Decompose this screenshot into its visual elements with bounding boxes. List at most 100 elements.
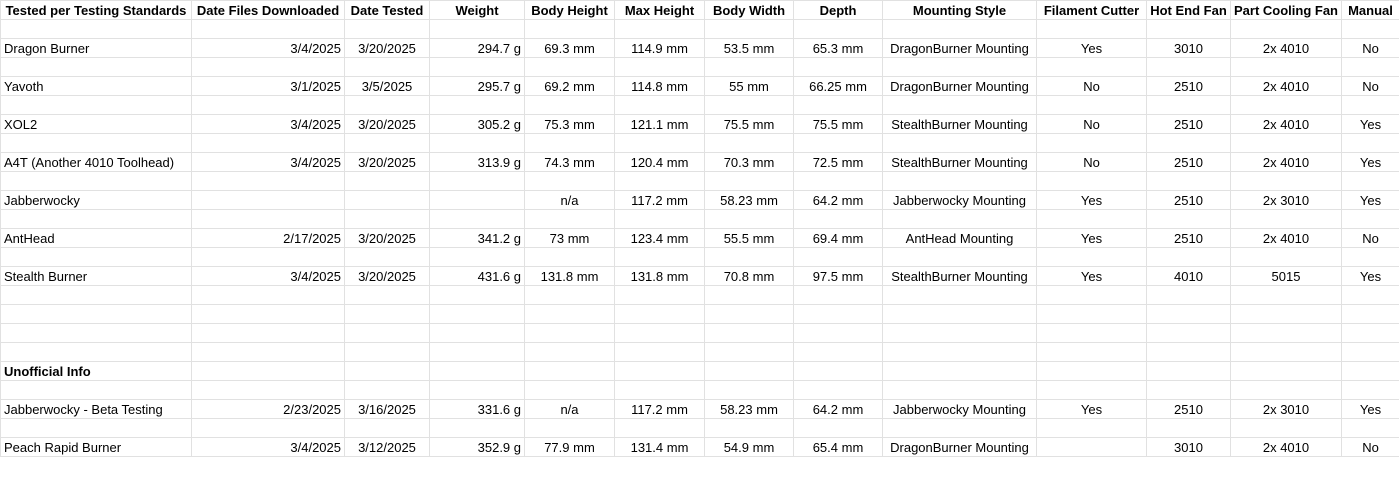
empty-cell[interactable]	[793, 342, 883, 362]
empty-cell[interactable]	[882, 304, 1037, 324]
empty-cell[interactable]	[1341, 323, 1399, 343]
table-cell[interactable]: 70.3 mm	[704, 152, 794, 172]
empty-cell[interactable]	[429, 57, 525, 77]
table-cell[interactable]: 73 mm	[524, 228, 615, 248]
empty-cell[interactable]	[614, 285, 705, 305]
empty-cell[interactable]	[1036, 304, 1147, 324]
empty-cell[interactable]	[1036, 361, 1147, 381]
empty-cell[interactable]	[793, 95, 883, 115]
empty-cell[interactable]	[704, 380, 794, 400]
empty-cell[interactable]	[1230, 304, 1342, 324]
empty-cell[interactable]	[793, 418, 883, 438]
table-cell[interactable]: No	[1036, 152, 1147, 172]
table-cell[interactable]: 313.9 g	[429, 152, 525, 172]
table-cell[interactable]: StealthBurner Mounting	[882, 266, 1037, 286]
empty-cell[interactable]	[614, 57, 705, 77]
table-cell[interactable]: 123.4 mm	[614, 228, 705, 248]
empty-cell[interactable]	[0, 304, 192, 324]
empty-cell[interactable]	[344, 285, 430, 305]
empty-cell[interactable]	[793, 171, 883, 191]
empty-cell[interactable]	[1146, 171, 1231, 191]
empty-cell[interactable]	[1146, 342, 1231, 362]
empty-cell[interactable]	[0, 133, 192, 153]
table-cell[interactable]	[344, 190, 430, 210]
empty-cell[interactable]	[1036, 19, 1147, 39]
empty-cell[interactable]	[704, 133, 794, 153]
empty-cell[interactable]	[1341, 133, 1399, 153]
empty-cell[interactable]	[1341, 418, 1399, 438]
empty-cell[interactable]	[429, 418, 525, 438]
table-cell[interactable]: 121.1 mm	[614, 114, 705, 134]
table-cell[interactable]: No	[1341, 437, 1399, 457]
table-cell[interactable]: 66.25 mm	[793, 76, 883, 96]
table-cell[interactable]: 2x 4010	[1230, 76, 1342, 96]
empty-cell[interactable]	[191, 342, 345, 362]
empty-cell[interactable]	[191, 247, 345, 267]
table-cell[interactable]: Yes	[1036, 190, 1147, 210]
table-cell[interactable]: 2510	[1146, 228, 1231, 248]
empty-cell[interactable]	[429, 342, 525, 362]
table-cell[interactable]: 341.2 g	[429, 228, 525, 248]
table-cell[interactable]: 69.3 mm	[524, 38, 615, 58]
table-cell[interactable]: Jabberwocky - Beta Testing	[0, 399, 192, 419]
empty-cell[interactable]	[344, 133, 430, 153]
empty-cell[interactable]	[1036, 57, 1147, 77]
empty-cell[interactable]	[882, 57, 1037, 77]
table-cell[interactable]: 2x 4010	[1230, 437, 1342, 457]
empty-cell[interactable]	[1146, 418, 1231, 438]
empty-cell[interactable]	[191, 361, 345, 381]
table-cell[interactable]: 295.7 g	[429, 76, 525, 96]
empty-cell[interactable]	[429, 380, 525, 400]
empty-cell[interactable]	[882, 171, 1037, 191]
table-cell[interactable]: 2510	[1146, 114, 1231, 134]
empty-cell[interactable]	[429, 361, 525, 381]
table-cell[interactable]: 3/1/2025	[191, 76, 345, 96]
table-cell[interactable]: 75.5 mm	[704, 114, 794, 134]
empty-cell[interactable]	[524, 323, 615, 343]
empty-cell[interactable]	[524, 361, 615, 381]
empty-cell[interactable]	[0, 285, 192, 305]
table-cell[interactable]: 97.5 mm	[793, 266, 883, 286]
empty-cell[interactable]	[704, 342, 794, 362]
empty-cell[interactable]	[0, 418, 192, 438]
empty-cell[interactable]	[882, 380, 1037, 400]
table-cell[interactable]	[429, 190, 525, 210]
empty-cell[interactable]	[793, 247, 883, 267]
empty-cell[interactable]	[1230, 95, 1342, 115]
empty-cell[interactable]	[429, 323, 525, 343]
empty-cell[interactable]	[1230, 323, 1342, 343]
empty-cell[interactable]	[191, 133, 345, 153]
empty-cell[interactable]	[191, 57, 345, 77]
table-cell[interactable]: 64.2 mm	[793, 190, 883, 210]
table-cell[interactable]: 53.5 mm	[704, 38, 794, 58]
empty-cell[interactable]	[344, 323, 430, 343]
table-cell[interactable]: No	[1036, 76, 1147, 96]
empty-cell[interactable]	[1146, 323, 1231, 343]
table-cell[interactable]: n/a	[524, 399, 615, 419]
empty-cell[interactable]	[793, 209, 883, 229]
table-cell[interactable]: 305.2 g	[429, 114, 525, 134]
table-cell[interactable]: StealthBurner Mounting	[882, 152, 1037, 172]
table-cell[interactable]	[1036, 437, 1147, 457]
table-cell[interactable]: 3/4/2025	[191, 266, 345, 286]
empty-cell[interactable]	[524, 304, 615, 324]
table-cell[interactable]: 3010	[1146, 437, 1231, 457]
table-cell[interactable]: 58.23 mm	[704, 190, 794, 210]
table-cell[interactable]: 120.4 mm	[614, 152, 705, 172]
empty-cell[interactable]	[1341, 342, 1399, 362]
column-header[interactable]: Tested per Testing Standards	[0, 0, 192, 20]
table-cell[interactable]: AntHead	[0, 228, 192, 248]
empty-cell[interactable]	[344, 95, 430, 115]
empty-cell[interactable]	[1341, 171, 1399, 191]
table-cell[interactable]: Yes	[1036, 38, 1147, 58]
empty-cell[interactable]	[191, 380, 345, 400]
empty-cell[interactable]	[793, 323, 883, 343]
empty-cell[interactable]	[614, 133, 705, 153]
table-cell[interactable]: Jabberwocky Mounting	[882, 190, 1037, 210]
empty-cell[interactable]	[1230, 418, 1342, 438]
table-cell[interactable]: 70.8 mm	[704, 266, 794, 286]
empty-cell[interactable]	[614, 19, 705, 39]
table-cell[interactable]: 2x 3010	[1230, 190, 1342, 210]
empty-cell[interactable]	[882, 323, 1037, 343]
empty-cell[interactable]	[882, 361, 1037, 381]
